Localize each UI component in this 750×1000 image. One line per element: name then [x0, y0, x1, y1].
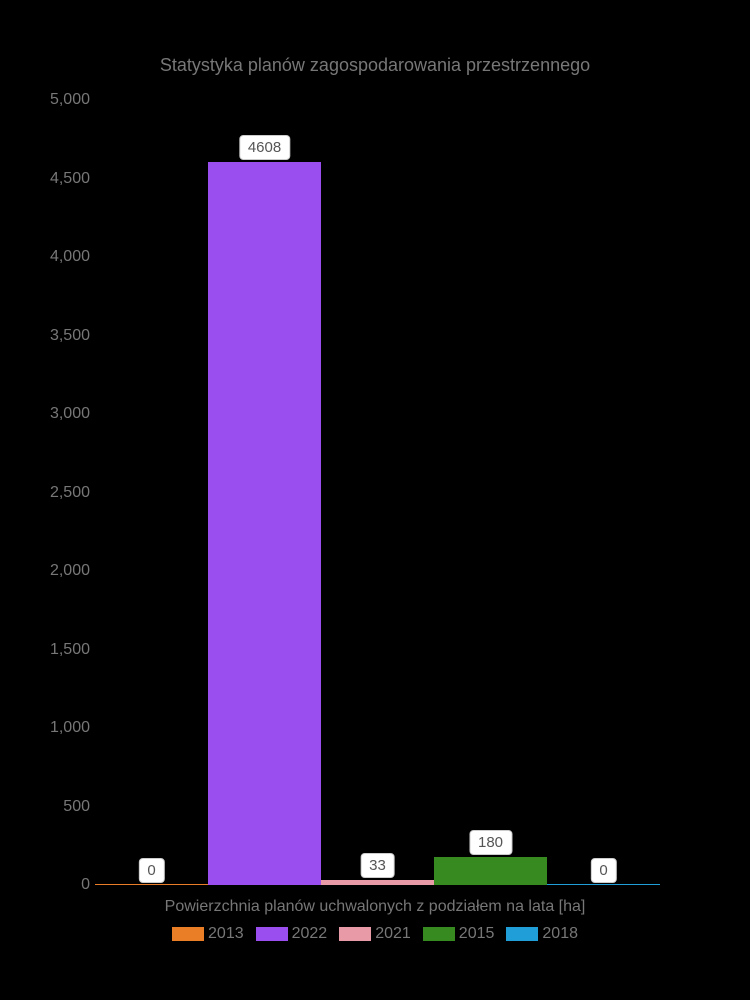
- bar-label-2018: 0: [590, 858, 616, 883]
- y-tick-label: 4,000: [35, 248, 90, 266]
- y-tick-label: 0: [35, 876, 90, 894]
- legend-swatch: [256, 927, 288, 941]
- legend-swatch: [339, 927, 371, 941]
- bar-label-2015: 180: [469, 830, 512, 855]
- legend-swatch: [423, 927, 455, 941]
- legend-item-2013: 2013: [172, 925, 244, 943]
- legend-label: 2021: [375, 925, 411, 942]
- y-tick-label: 3,000: [35, 405, 90, 423]
- y-tick-label: 1,500: [35, 641, 90, 659]
- legend-label: 2018: [542, 925, 578, 942]
- legend-item-2018: 2018: [506, 925, 578, 943]
- chart-legend: 2013 2022 2021 2015 2018: [0, 925, 750, 943]
- bar-2013: [95, 884, 208, 885]
- legend-item-2021: 2021: [339, 925, 411, 943]
- legend-item-2022: 2022: [256, 925, 328, 943]
- y-tick-label: 1,000: [35, 719, 90, 737]
- y-tick-label: 3,500: [35, 327, 90, 345]
- bar-2021: [321, 880, 434, 885]
- y-tick-label: 2,000: [35, 562, 90, 580]
- bar-2018: [547, 884, 660, 885]
- chart-title: Statystyka planów zagospodarowania przes…: [0, 55, 750, 76]
- y-tick-label: 4,500: [35, 170, 90, 188]
- legend-item-2015: 2015: [423, 925, 495, 943]
- y-tick-label: 500: [35, 798, 90, 816]
- legend-label: 2015: [459, 925, 495, 942]
- legend-swatch: [172, 927, 204, 941]
- x-axis-label: Powierzchnia planów uchwalonych z podzia…: [0, 898, 750, 916]
- bar-2015: [434, 857, 547, 885]
- bar-label-2022: 4608: [239, 135, 290, 160]
- bar-2022: [208, 162, 321, 885]
- legend-swatch: [506, 927, 538, 941]
- bar-label-2013: 0: [138, 858, 164, 883]
- y-tick-label: 2,500: [35, 484, 90, 502]
- legend-label: 2013: [208, 925, 244, 942]
- bar-label-2021: 33: [360, 853, 395, 878]
- y-tick-label: 5,000: [35, 91, 90, 109]
- chart-plot-area: 0 4608 33 180 0: [95, 100, 660, 885]
- legend-label: 2022: [292, 925, 328, 942]
